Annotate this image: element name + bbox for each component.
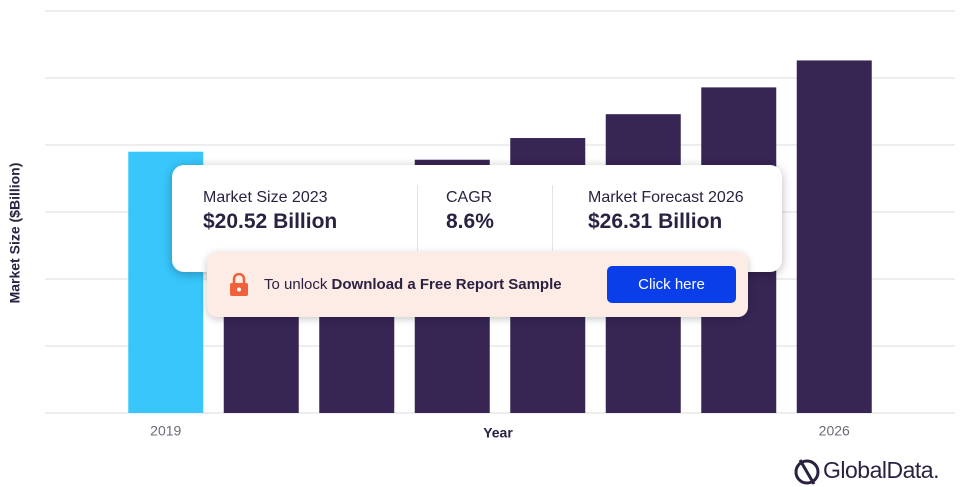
- lock-icon: [230, 273, 248, 296]
- stat-label: CAGR: [446, 189, 493, 206]
- stat-label: Market Size 2023: [203, 189, 328, 206]
- stat-label: Market Forecast 2026: [588, 189, 744, 206]
- bar: [796, 60, 872, 414]
- y-axis-label: Market Size ($Billion): [7, 163, 23, 304]
- separator: [417, 185, 418, 251]
- brand-name: GlobalData.: [823, 457, 939, 483]
- brand-icon: [794, 459, 820, 485]
- separator: [552, 185, 553, 251]
- unlock-emphasis: Download a Free Report Sample: [331, 276, 562, 293]
- click-button[interactable]: Click here: [607, 266, 736, 303]
- x-tick-label: 2026: [819, 423, 850, 439]
- stat-value: 8.6%: [446, 210, 494, 233]
- stat-value: $20.52 Billion: [203, 210, 338, 233]
- unlock-banner: To unlock Download a Free Report Sample …: [207, 252, 748, 317]
- unlock-prefix: To unlock: [264, 276, 328, 293]
- stat: Market Size 2023 $20.52 Billion: [203, 189, 337, 234]
- x-axis-label: Year: [483, 425, 513, 441]
- x-tick-label: 2019: [150, 423, 181, 439]
- stat-value: $26.31 Billion: [588, 210, 723, 233]
- stat: Market Forecast 2026 $26.31 Billion: [588, 189, 744, 234]
- stat: CAGR 8.6%: [446, 189, 494, 234]
- unlock-text: To unlock Download a Free Report Sample: [264, 276, 562, 293]
